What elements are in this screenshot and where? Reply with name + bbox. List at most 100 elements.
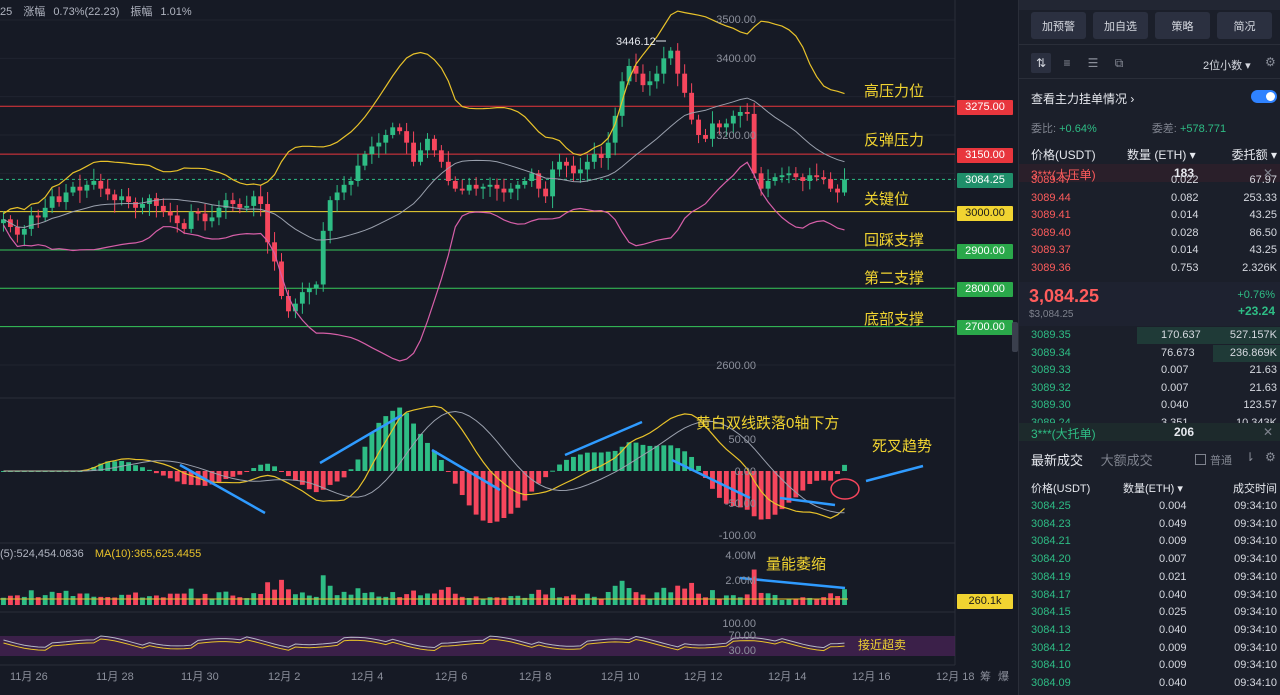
bid-row[interactable]: 3089.35 170.637 527.157K bbox=[1019, 327, 1280, 344]
candle-body bbox=[230, 200, 236, 204]
ask-row[interactable]: 3089.41 0.014 43.25 bbox=[1019, 207, 1280, 224]
trade-row[interactable]: 3084.12 0.009 09:34:10 bbox=[1031, 642, 1277, 659]
candle-body bbox=[160, 205, 166, 212]
ask-row[interactable]: 3089.40 0.028 86.50 bbox=[1019, 225, 1280, 242]
ask-row[interactable]: 3089.37 0.014 43.25 bbox=[1019, 242, 1280, 259]
trade-time: 09:34:10 bbox=[1234, 553, 1277, 566]
ask-row[interactable]: 3089.36 0.753 2.326K bbox=[1019, 260, 1280, 277]
strategy-button[interactable]: 策略 bbox=[1155, 12, 1210, 39]
big-bid-row[interactable]: 3***(大托单) 206 ✕ bbox=[1019, 423, 1280, 441]
amount-column-header[interactable]: 委托额 ▾ bbox=[1231, 148, 1277, 162]
last-price-usd: $3,084.25 bbox=[1029, 309, 1074, 320]
main-orders-link[interactable]: 查看主力挂单情况 › bbox=[1031, 92, 1135, 106]
volume-bar bbox=[772, 594, 778, 605]
macd-axis-label: 0.00 bbox=[734, 466, 756, 478]
tab-latest-trades[interactable]: 最新成交 bbox=[1031, 453, 1084, 468]
trade-row[interactable]: 3084.10 0.009 09:34:10 bbox=[1031, 659, 1277, 676]
macd-histogram-bar bbox=[793, 471, 799, 498]
add-watchlist-button[interactable]: 加自选 bbox=[1093, 12, 1148, 39]
bid-price: 3089.35 bbox=[1031, 329, 1071, 341]
close-icon[interactable]: ✕ bbox=[1262, 166, 1273, 180]
view-asks-icon[interactable]: ☰ bbox=[1087, 56, 1099, 70]
bid-qty: 170.637 bbox=[1161, 329, 1201, 341]
settings-icon[interactable]: ⚙ bbox=[1265, 450, 1276, 464]
bid-row[interactable]: 3089.34 76.673 236.869K bbox=[1019, 344, 1280, 362]
chart-area[interactable]: 3446.12 25 涨幅 0.73%(22.23) 振幅 1.01% (5):52… bbox=[0, 0, 1018, 695]
x-axis-label: 12月 16 bbox=[852, 671, 891, 683]
trade-qty: 0.025 bbox=[1159, 606, 1187, 619]
trade-row[interactable]: 3084.23 0.049 09:34:10 bbox=[1031, 518, 1277, 535]
normal-checkbox[interactable]: 普通 bbox=[1195, 452, 1232, 468]
volume-bar bbox=[814, 598, 820, 605]
filter-icon[interactable]: ⇂ bbox=[1245, 450, 1256, 464]
add-alert-button[interactable]: 加预警 bbox=[1031, 12, 1086, 39]
volume-bar bbox=[661, 587, 667, 605]
volume-bar bbox=[70, 596, 76, 605]
explode-toggle[interactable]: 爆 bbox=[998, 671, 1009, 683]
trade-qty: 0.040 bbox=[1159, 623, 1187, 636]
trade-time-header: 成交时间 bbox=[1233, 483, 1277, 495]
panel-resize-handle[interactable] bbox=[1012, 322, 1018, 352]
volume-bar bbox=[591, 596, 597, 605]
trade-row[interactable]: 3084.21 0.009 09:34:10 bbox=[1031, 535, 1277, 552]
big-ask-row[interactable]: 3***(大压单) 183 ✕ bbox=[1019, 164, 1280, 182]
chart-canvas[interactable]: 3446.12 bbox=[0, 0, 1012, 695]
volume-bar bbox=[543, 594, 549, 605]
last-price: 3,084.25 bbox=[1029, 286, 1100, 306]
popout-icon[interactable]: ⧉ bbox=[1114, 55, 1124, 70]
trade-time: 09:34:10 bbox=[1234, 606, 1277, 619]
decimal-select[interactable]: 2位小数 ▾ bbox=[1203, 60, 1251, 72]
macd-histogram-bar bbox=[779, 471, 785, 510]
candle-body bbox=[334, 192, 340, 201]
bid-row[interactable]: 3089.33 0.007 21.63 bbox=[1019, 362, 1280, 379]
ask-row[interactable]: 3089.47 0.022 67.97 bbox=[1019, 172, 1280, 189]
gear-icon[interactable]: ⚙ bbox=[1265, 55, 1276, 69]
candle-body bbox=[814, 175, 820, 178]
bid-price: 3089.32 bbox=[1031, 381, 1071, 394]
main-orders-toggle[interactable] bbox=[1251, 90, 1277, 103]
macd-histogram-bar bbox=[327, 471, 333, 485]
volume-bar bbox=[473, 596, 479, 605]
candle-body bbox=[286, 295, 291, 312]
ask-qty: 0.082 bbox=[1171, 191, 1199, 204]
candle-body bbox=[564, 161, 569, 166]
chip-toggle[interactable]: 筹 bbox=[980, 671, 991, 683]
trade-row[interactable]: 3084.25 0.004 09:34:10 bbox=[1031, 500, 1277, 517]
volume-bar bbox=[397, 597, 403, 605]
macd-histogram-bar bbox=[584, 452, 590, 471]
volume-bar bbox=[14, 595, 20, 605]
trade-row[interactable]: 3084.15 0.025 09:34:10 bbox=[1031, 606, 1277, 623]
trade-row[interactable]: 3084.09 0.040 09:34:10 bbox=[1031, 677, 1277, 694]
trade-row[interactable]: 3084.17 0.040 09:34:10 bbox=[1031, 589, 1277, 606]
bid-row[interactable]: 3089.30 0.040 123.57 bbox=[1019, 397, 1280, 414]
macd-histogram-bar bbox=[431, 450, 437, 471]
volume-bar bbox=[689, 582, 695, 605]
view-both-icon[interactable]: ⇅ bbox=[1031, 53, 1051, 73]
candle-body bbox=[508, 188, 514, 193]
trade-row[interactable]: 3084.13 0.040 09:34:10 bbox=[1031, 624, 1277, 641]
view-bids-icon[interactable]: ≡ bbox=[1063, 56, 1071, 70]
trade-price: 3084.13 bbox=[1031, 623, 1071, 636]
panel-top-strip bbox=[1019, 0, 1280, 10]
trade-row[interactable]: 3084.19 0.021 09:34:10 bbox=[1031, 571, 1277, 588]
macd-histogram-bar bbox=[487, 471, 493, 523]
qty-column-header[interactable]: 数量 (ETH) ▾ bbox=[1127, 148, 1196, 162]
volume-bar bbox=[320, 575, 326, 605]
candle-body bbox=[35, 215, 41, 218]
trade-qty-header[interactable]: 数量(ETH) ▾ bbox=[1123, 483, 1183, 495]
bid-row[interactable]: 3089.32 0.007 21.63 bbox=[1019, 380, 1280, 397]
volume-bar bbox=[35, 597, 41, 605]
macd-histogram-bar bbox=[543, 471, 549, 478]
macd-histogram-bar bbox=[591, 452, 597, 471]
candle-body bbox=[362, 154, 368, 166]
tab-large-trades[interactable]: 大额成交 bbox=[1100, 453, 1153, 468]
candle-body bbox=[557, 161, 562, 170]
rsi-axis-label: 100.00 bbox=[722, 618, 756, 630]
x-axis-label: 12月 10 bbox=[601, 671, 640, 683]
overview-button[interactable]: 简况 bbox=[1217, 12, 1272, 39]
price-axis-label: 3500.00 bbox=[716, 14, 756, 26]
close-icon[interactable]: ✕ bbox=[1262, 425, 1273, 439]
trade-row[interactable]: 3084.20 0.007 09:34:10 bbox=[1031, 553, 1277, 570]
ask-row[interactable]: 3089.44 0.082 253.33 bbox=[1019, 190, 1280, 207]
ask-price: 3089.47 bbox=[1031, 174, 1071, 186]
